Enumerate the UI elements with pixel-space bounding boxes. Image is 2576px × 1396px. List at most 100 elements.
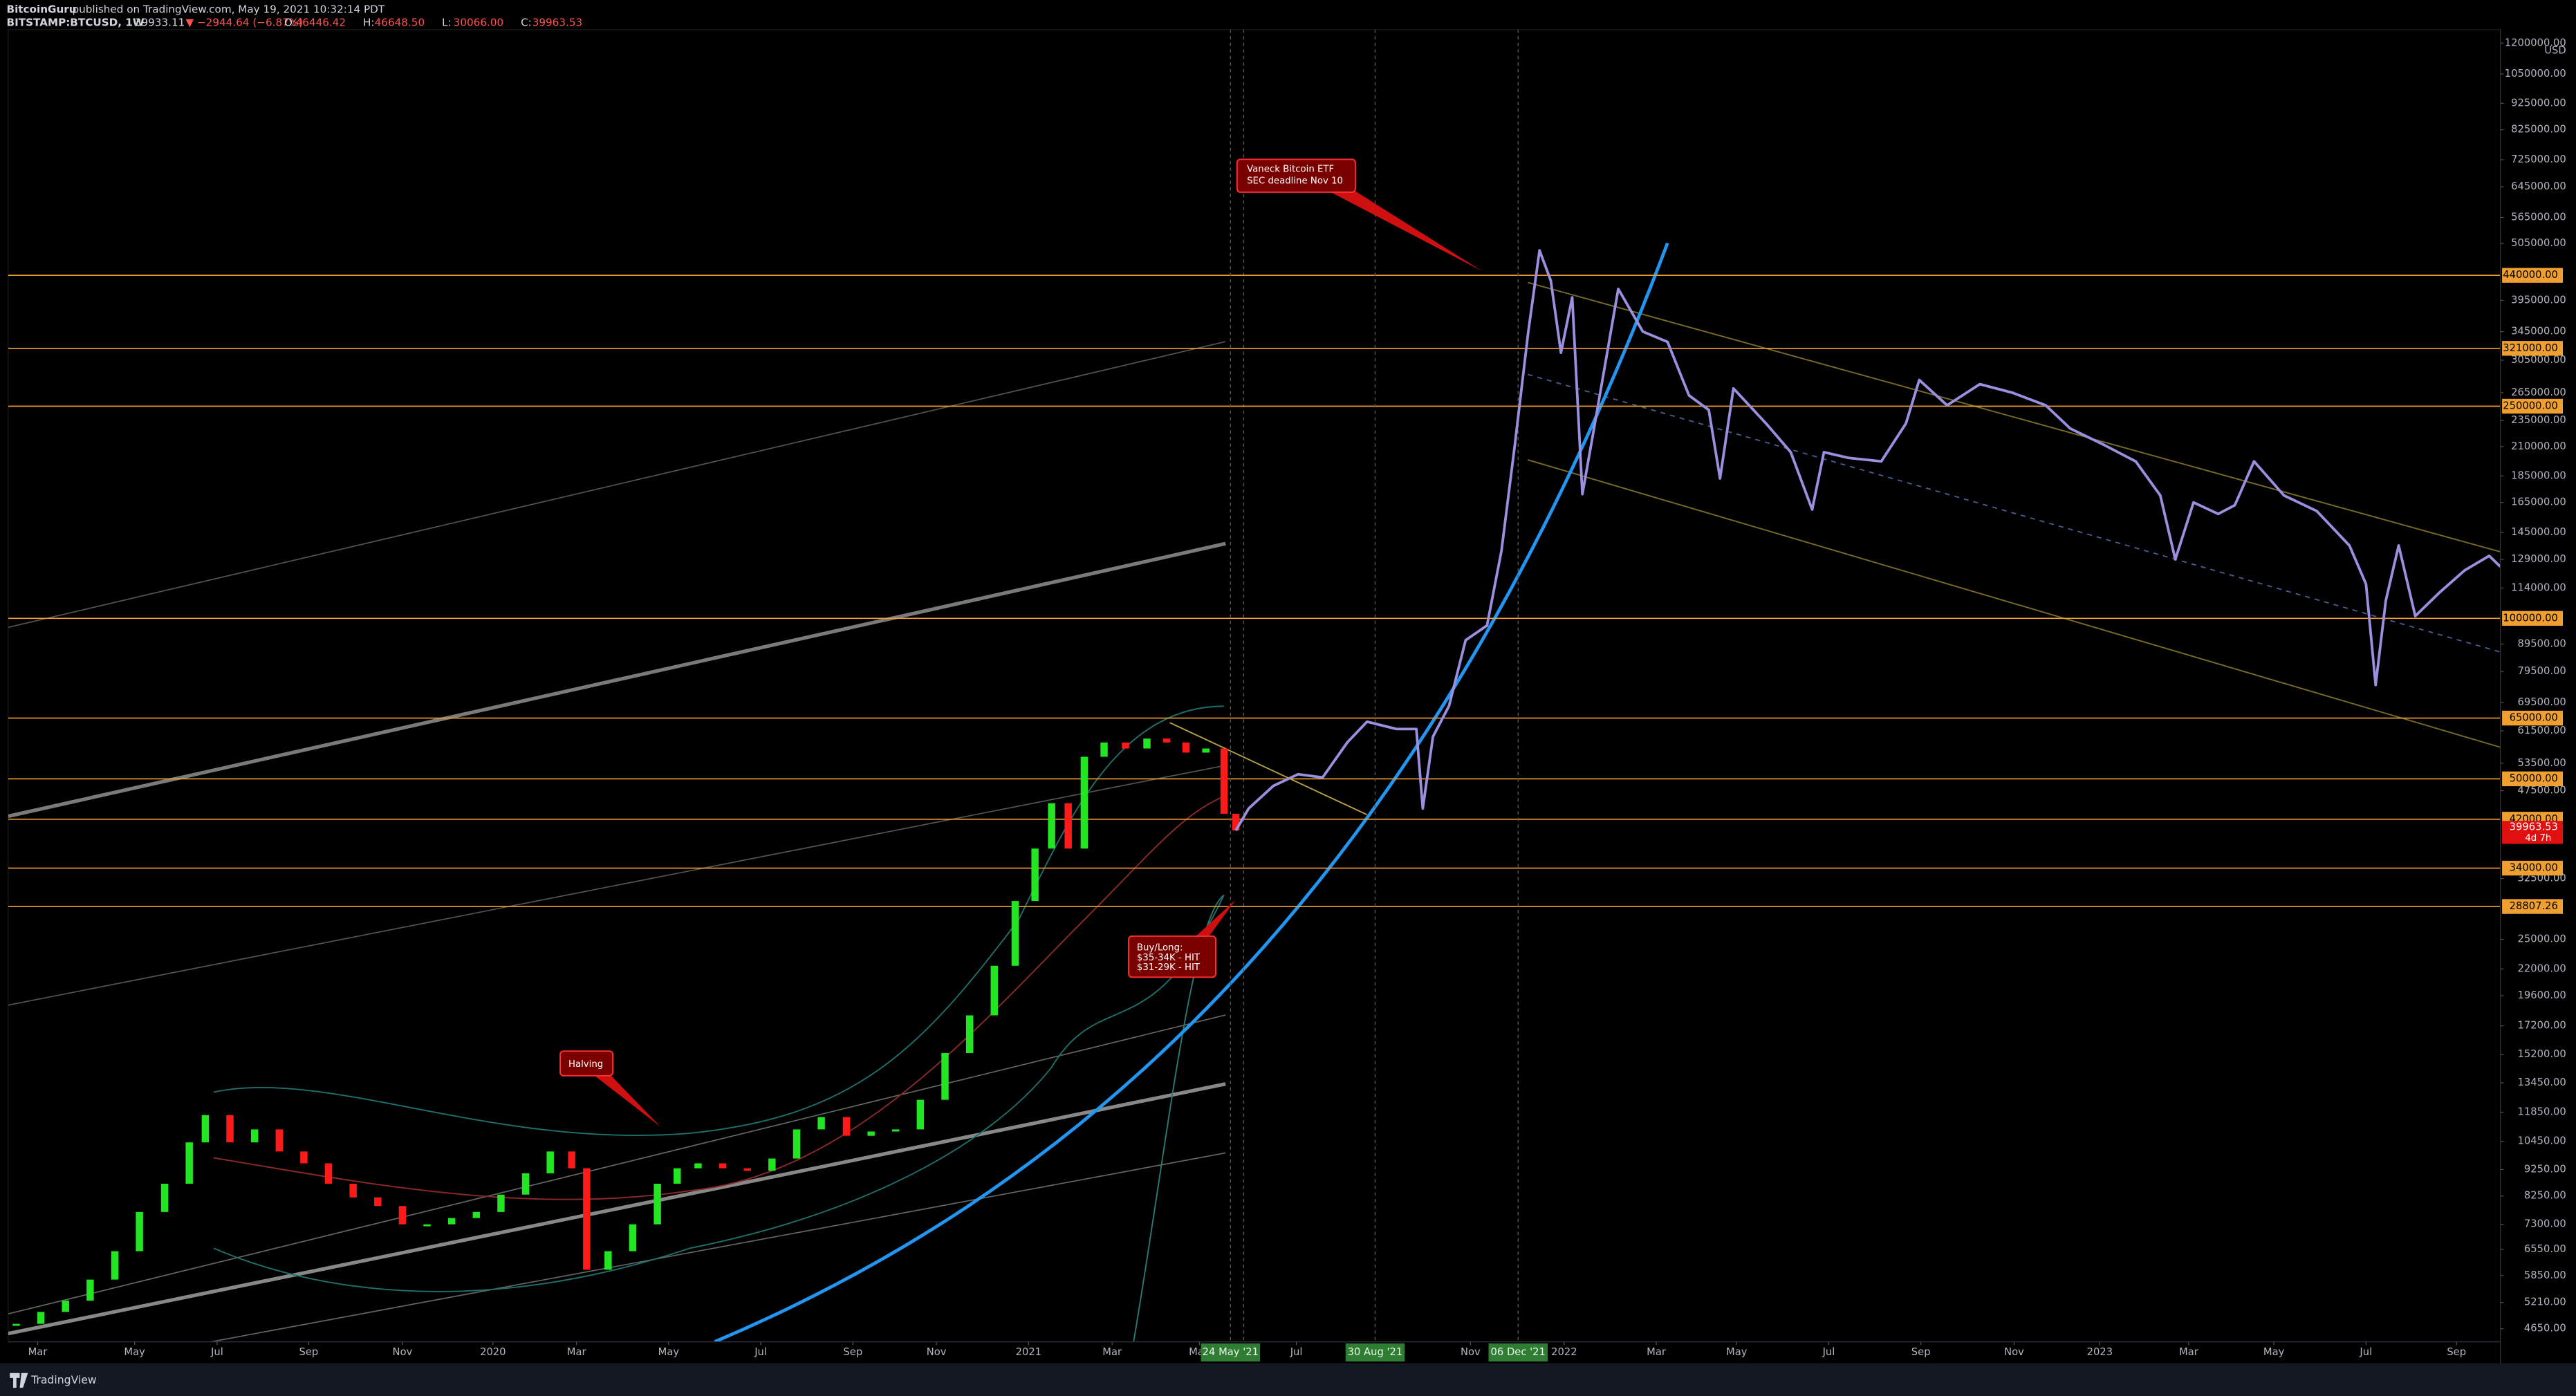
annotation-text: Buy/Long: — [1137, 943, 1183, 953]
price-tick-label: 6550.00 — [2524, 1243, 2566, 1255]
projection-line — [1234, 249, 2501, 832]
ohlc-key: H: — [363, 17, 375, 29]
candle — [546, 1151, 554, 1173]
date-lines — [1230, 29, 1519, 1342]
published: published on TradingView.com, May 19, 20… — [73, 3, 385, 16]
candle — [374, 1197, 382, 1207]
trend-line — [207, 1152, 1226, 1342]
currency: USD — [2544, 45, 2566, 57]
price-tick-label: 825000.00 — [2511, 124, 2566, 136]
candle — [1048, 803, 1055, 849]
candle — [1031, 848, 1039, 902]
annotation: Halving — [559, 1050, 661, 1127]
annotation-box — [1236, 158, 1356, 193]
trend-line — [8, 1082, 1226, 1336]
price-tick-label: 345000.00 — [2511, 326, 2566, 337]
price-tick-label: 69500.00 — [2518, 696, 2566, 708]
candle — [447, 1218, 456, 1225]
candle — [583, 1168, 591, 1270]
channel-line — [1528, 281, 2501, 553]
price-tick-label: 47500.00 — [2518, 785, 2566, 797]
price-tick-label: 235000.00 — [2511, 414, 2566, 426]
price-tick-label: 10450.00 — [2518, 1135, 2566, 1147]
candle — [694, 1163, 702, 1169]
candle — [965, 1015, 974, 1053]
level-label-box — [2502, 611, 2563, 626]
candle — [1011, 901, 1019, 966]
bollinger-lower — [213, 895, 1225, 1292]
annotation-box — [559, 1050, 614, 1077]
level-label: 100000.00 — [2503, 612, 2558, 624]
candle — [990, 965, 998, 1016]
price-tick-label: 17200.00 — [2518, 1020, 2566, 1032]
price-tick-label: 25000.00 — [2518, 933, 2566, 945]
candle — [817, 1117, 825, 1130]
time-tick-label: 2023 — [2087, 1346, 2113, 1358]
time-tick-label: Jul — [210, 1346, 223, 1358]
time-tick-label: May — [124, 1346, 145, 1358]
price-tick-label: 4650.00 — [2524, 1323, 2566, 1334]
ohlc-value: 46446.42 — [296, 17, 346, 29]
ohlc-value: 46648.50 — [375, 17, 425, 29]
candle — [1122, 742, 1129, 749]
candle — [160, 1183, 169, 1212]
time-tick-label: Sep — [2447, 1346, 2466, 1358]
candle — [941, 1052, 949, 1100]
candle — [86, 1279, 94, 1301]
date-marker-label: 24 May '21 — [1203, 1346, 1259, 1358]
candle — [916, 1099, 925, 1130]
price-tick-label: 395000.00 — [2511, 294, 2566, 306]
candle — [568, 1151, 575, 1169]
current-price-label: 39963.53 — [2510, 821, 2558, 833]
candle — [62, 1301, 69, 1312]
time-tick-label: 2020 — [480, 1346, 506, 1358]
moving-average — [1133, 894, 1225, 1342]
candles — [12, 738, 1240, 1326]
level-label-box — [2502, 398, 2563, 414]
channel-line — [1528, 459, 2501, 748]
candle — [521, 1173, 530, 1195]
candle — [1064, 803, 1072, 849]
candle — [423, 1224, 431, 1227]
date-marker-label: 06 Dec '21 — [1491, 1346, 1546, 1358]
candle — [472, 1211, 481, 1218]
candle — [1220, 748, 1228, 814]
level-label: 440000.00 — [2503, 269, 2558, 281]
level-label: 250000.00 — [2503, 400, 2558, 412]
candle — [768, 1158, 776, 1171]
date-marker-box — [1345, 1343, 1405, 1362]
bollinger-upper — [213, 705, 1224, 1136]
price-tick-label: 5210.00 — [2524, 1296, 2566, 1308]
parabolic-curve — [714, 242, 1669, 1342]
candle — [1162, 738, 1171, 743]
time-tick-label: Mar — [1647, 1346, 1667, 1358]
candle — [324, 1163, 333, 1184]
price-tick-label: 7300.00 — [2524, 1218, 2566, 1230]
price-tick-label: 9250.00 — [2524, 1163, 2566, 1175]
candle — [867, 1131, 875, 1136]
candle — [300, 1151, 308, 1164]
price-tick-label: 265000.00 — [2511, 387, 2566, 398]
candle — [674, 1168, 681, 1184]
trend-line — [8, 765, 1226, 1006]
price-tick-label: 129000.00 — [2511, 553, 2566, 565]
candle — [12, 1323, 20, 1326]
annotation-text: Vaneck Bitcoin ETF — [1247, 165, 1334, 175]
level-label-box — [2502, 268, 2563, 283]
level-label-box — [2502, 771, 2563, 787]
candle — [398, 1206, 407, 1225]
symbol: BITSTAMP:BTCUSD, 1W — [7, 17, 145, 29]
annotation: Vaneck Bitcoin ETF SEC deadline Nov 10 — [1236, 158, 1482, 271]
time-tick-label: Sep — [1911, 1346, 1931, 1358]
projection — [1234, 249, 2501, 832]
candle — [250, 1129, 259, 1143]
price-tick-label: 725000.00 — [2511, 153, 2566, 165]
time-tick-label: Jul — [1822, 1346, 1835, 1358]
ohlc-key: L: — [442, 17, 452, 29]
time-tick-label: Nov — [393, 1346, 413, 1358]
price-tick-label: 61500.00 — [2518, 725, 2566, 736]
channel-mid — [1528, 373, 2501, 653]
levels — [8, 274, 2501, 907]
trend-line — [8, 341, 1226, 629]
